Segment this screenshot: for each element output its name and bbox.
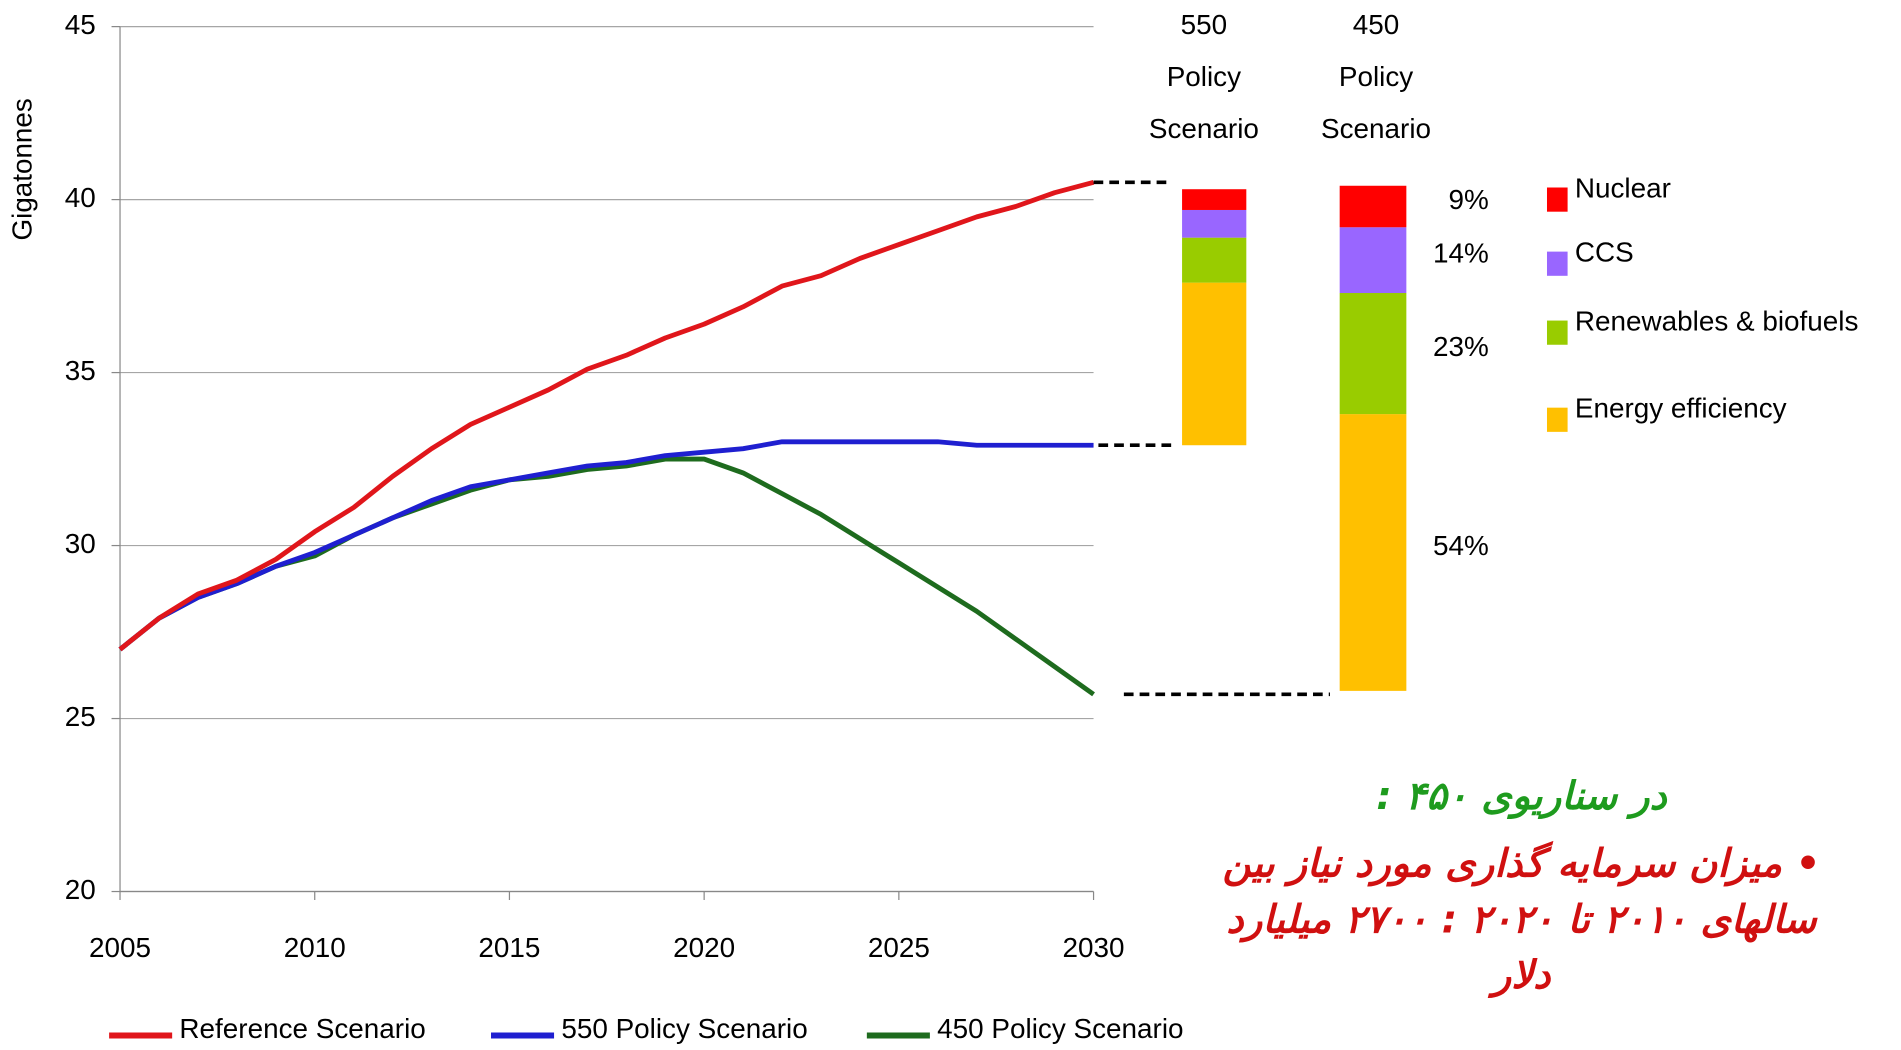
series-line: [118, 439, 1094, 652]
x-tick-label: 2015: [478, 932, 540, 963]
legend-label: Energy efficiency: [1575, 392, 1787, 423]
x-tick-label: 2005: [89, 932, 151, 963]
y-tick-label: 25: [65, 701, 96, 732]
bar-segment: [1182, 209, 1247, 238]
series-line: [118, 456, 1095, 697]
annotation-heading: در سناریوی ۴۵۰ :: [1376, 774, 1667, 820]
y-tick-label: 20: [65, 874, 96, 905]
bar-segment: [1182, 189, 1247, 210]
y-axis-label: Gigatonnes: [7, 98, 38, 240]
x-tick-label: 2010: [284, 932, 346, 963]
legend-label: Reference Scenario: [179, 1013, 425, 1044]
y-tick-label: 35: [65, 355, 96, 386]
y-tick-label: 45: [65, 9, 96, 40]
bar-segment: [1339, 293, 1407, 415]
bar-segment: [1339, 414, 1407, 691]
x-tick-label: 2025: [868, 932, 930, 963]
x-tick-label: 2030: [1063, 932, 1125, 963]
bar-label: Scenario: [1321, 113, 1431, 144]
share-label: 23%: [1433, 331, 1489, 362]
share-label: 14%: [1433, 238, 1489, 269]
legend-label: CCS: [1575, 236, 1634, 267]
bar-segment: [1182, 237, 1247, 283]
legend-swatch: [1546, 407, 1568, 432]
annotation-line: • میزان سرمایه گذاری مورد نیاز بین: [1223, 841, 1821, 888]
y-tick-label: 30: [65, 528, 96, 559]
bar-label: Policy: [1339, 61, 1413, 92]
legend-swatch: [1546, 187, 1568, 212]
y-tick-label: 40: [65, 182, 96, 213]
share-label: 54%: [1433, 530, 1489, 561]
x-tick-label: 2020: [673, 932, 735, 963]
legend-label: 450 Policy Scenario: [937, 1013, 1183, 1044]
bar-label: Policy: [1167, 61, 1241, 92]
legend-label: Nuclear: [1575, 172, 1671, 203]
legend-swatch: [1546, 320, 1568, 345]
bar-label: Scenario: [1149, 113, 1259, 144]
legend-swatch: [1546, 251, 1568, 276]
series-line: [118, 179, 1095, 652]
legend-label: 550 Policy Scenario: [561, 1013, 807, 1044]
annotation-line: دلار: [1487, 953, 1551, 999]
bar-label: 450: [1353, 9, 1400, 40]
bar-segment: [1339, 185, 1407, 228]
bar-segment: [1182, 282, 1247, 446]
bar-label: 550: [1181, 9, 1228, 40]
share-label: 9%: [1448, 184, 1488, 215]
legend-label: Renewables & biofuels: [1575, 305, 1859, 336]
bar-segment: [1339, 227, 1407, 294]
annotation-line: سالهای ۲۰۱۰ تا ۲۰۲۰ : ۲۷۰۰ میلیارد: [1226, 897, 1818, 943]
